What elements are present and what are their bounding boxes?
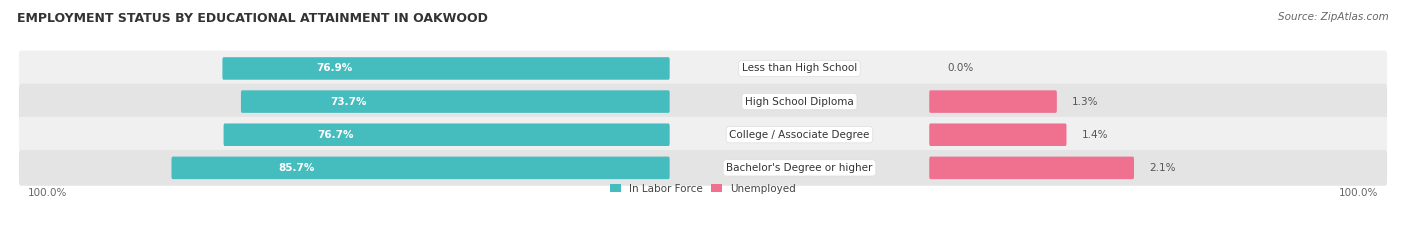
- Text: Less than High School: Less than High School: [742, 63, 858, 73]
- Text: College / Associate Degree: College / Associate Degree: [730, 130, 870, 140]
- FancyBboxPatch shape: [18, 51, 1388, 86]
- FancyBboxPatch shape: [172, 157, 669, 179]
- Text: 73.7%: 73.7%: [330, 97, 367, 106]
- Legend: In Labor Force, Unemployed: In Labor Force, Unemployed: [606, 179, 800, 198]
- Text: Source: ZipAtlas.com: Source: ZipAtlas.com: [1278, 12, 1389, 22]
- Text: 100.0%: 100.0%: [1339, 188, 1378, 199]
- Text: EMPLOYMENT STATUS BY EDUCATIONAL ATTAINMENT IN OAKWOOD: EMPLOYMENT STATUS BY EDUCATIONAL ATTAINM…: [17, 12, 488, 25]
- Text: 85.7%: 85.7%: [278, 163, 315, 173]
- FancyBboxPatch shape: [18, 117, 1388, 153]
- FancyBboxPatch shape: [224, 123, 669, 146]
- Text: 1.3%: 1.3%: [1073, 97, 1098, 106]
- FancyBboxPatch shape: [18, 150, 1388, 186]
- FancyBboxPatch shape: [222, 57, 669, 80]
- FancyBboxPatch shape: [18, 84, 1388, 120]
- Text: 0.0%: 0.0%: [946, 63, 973, 73]
- Text: 1.4%: 1.4%: [1083, 130, 1108, 140]
- FancyBboxPatch shape: [929, 90, 1057, 113]
- Text: 2.1%: 2.1%: [1150, 163, 1175, 173]
- Text: 76.9%: 76.9%: [316, 63, 353, 73]
- FancyBboxPatch shape: [929, 123, 1067, 146]
- Text: Bachelor's Degree or higher: Bachelor's Degree or higher: [727, 163, 873, 173]
- FancyBboxPatch shape: [929, 157, 1135, 179]
- Text: 100.0%: 100.0%: [28, 188, 67, 199]
- Text: 76.7%: 76.7%: [318, 130, 354, 140]
- FancyBboxPatch shape: [240, 90, 669, 113]
- Text: High School Diploma: High School Diploma: [745, 97, 853, 106]
